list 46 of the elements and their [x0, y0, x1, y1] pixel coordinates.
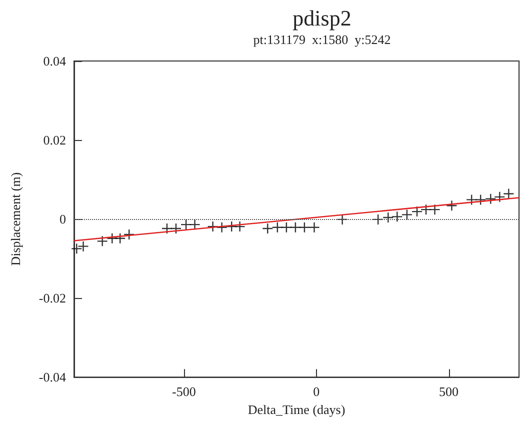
- point: [420, 204, 432, 216]
- point: [372, 214, 384, 226]
- point: [71, 243, 82, 254]
- y-axis-title: Displacement (m): [8, 172, 23, 266]
- point: [494, 191, 506, 203]
- point: [503, 188, 514, 200]
- point: [429, 204, 440, 216]
- point: [96, 236, 108, 247]
- point: [114, 232, 126, 244]
- point: [290, 222, 302, 233]
- x-tick-label: 0: [313, 384, 320, 400]
- y-tick-label: -0.02: [38, 290, 66, 306]
- point: [411, 206, 423, 218]
- point: [170, 222, 182, 234]
- x-axis-title: Delta_Time (days): [248, 402, 346, 417]
- point: [161, 222, 173, 234]
- point: [392, 211, 403, 222]
- x-tick-label: -500: [172, 384, 196, 400]
- point: [401, 209, 413, 220]
- point: [262, 222, 274, 234]
- point: [308, 222, 320, 233]
- point: [272, 222, 284, 233]
- point: [207, 220, 218, 232]
- point: [216, 222, 228, 233]
- x-tick-label: 500: [439, 384, 459, 400]
- point: [446, 200, 458, 212]
- point: [298, 222, 310, 233]
- point: [466, 194, 478, 206]
- point: [382, 212, 394, 224]
- point: [123, 228, 135, 240]
- point: [474, 194, 486, 206]
- point: [234, 220, 246, 232]
- point: [78, 240, 89, 252]
- point: [336, 214, 348, 226]
- chart-title: pdisp2: [292, 6, 352, 30]
- y-tick-label: 0.04: [43, 54, 66, 68]
- chart-subtitle: pt:131179 x:1580 y:5242: [253, 32, 391, 47]
- point: [226, 220, 238, 232]
- point: [280, 222, 292, 233]
- y-tick-label: 0.02: [43, 132, 66, 148]
- y-tick-label: 0: [60, 212, 66, 227]
- point: [485, 193, 496, 204]
- point: [180, 218, 192, 230]
- point: [106, 232, 118, 244]
- point: [189, 218, 200, 230]
- y-tick-label: -0.04: [38, 370, 66, 385]
